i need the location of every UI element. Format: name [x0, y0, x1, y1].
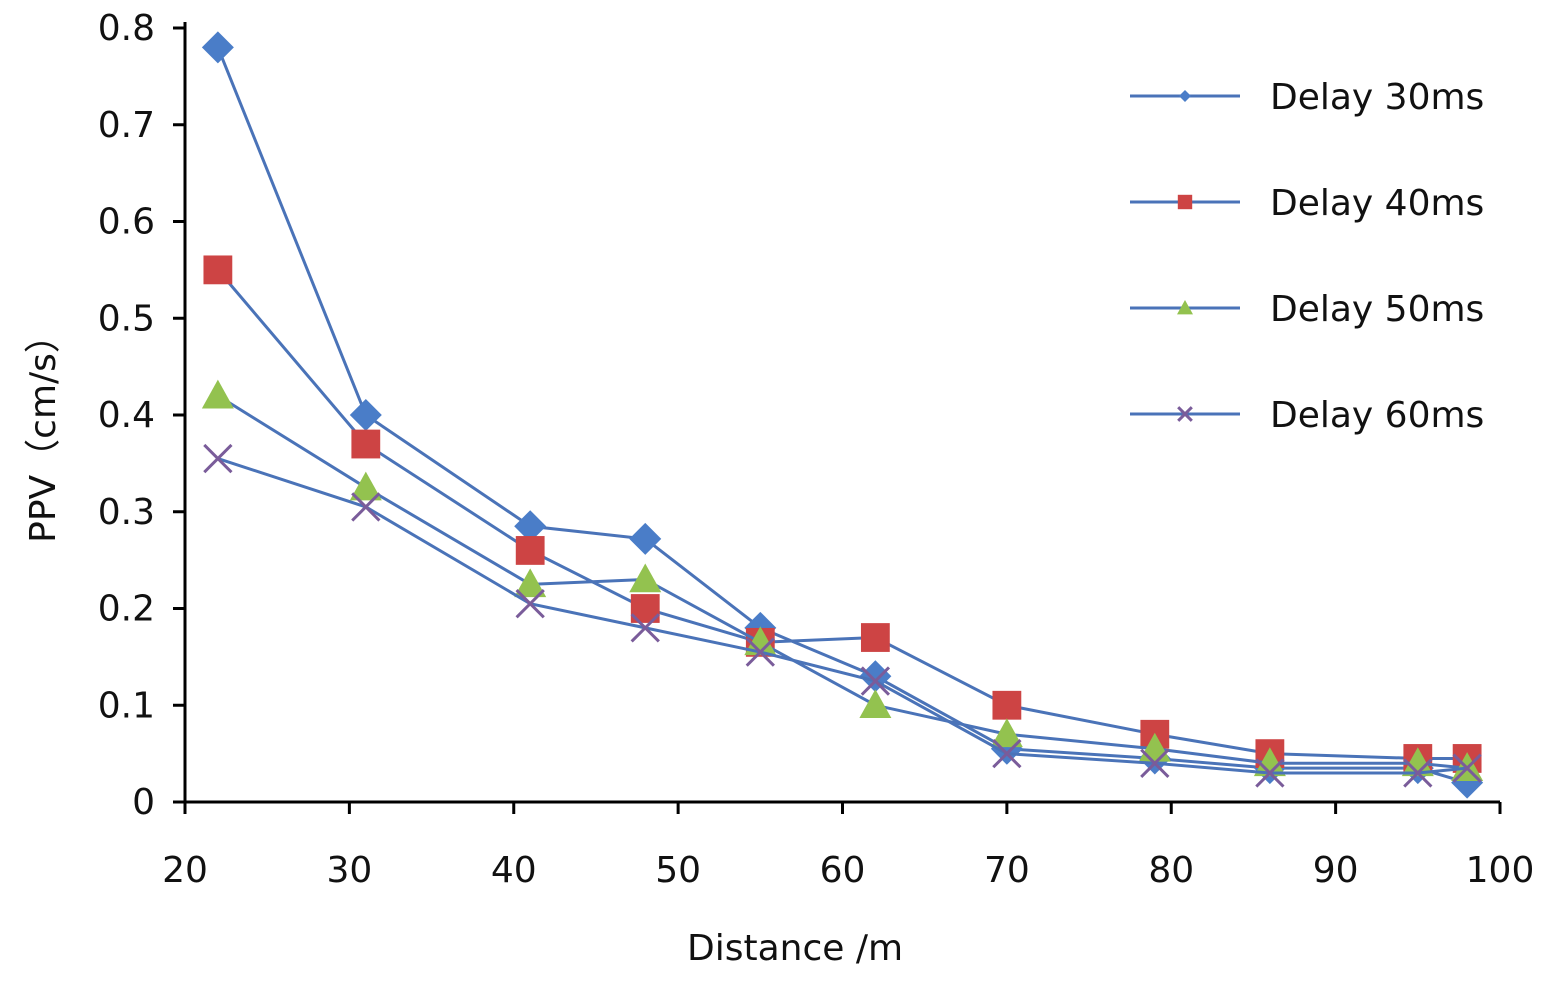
x-tick-label: 30 — [326, 850, 372, 891]
triangle-marker — [1177, 300, 1193, 315]
y-tick-label: 0.7 — [98, 105, 155, 146]
x-marker-stroke — [1452, 753, 1482, 783]
x-marker — [1140, 748, 1170, 778]
x-marker — [745, 637, 775, 667]
x-marker — [630, 613, 660, 643]
legend-item: Delay 60ms — [1130, 395, 1484, 436]
series-line — [217, 457, 1468, 775]
y-tick-label: 0.3 — [98, 492, 155, 533]
x-marker — [203, 443, 233, 474]
legend-label: Delay 60ms — [1270, 395, 1484, 436]
triangle-marker — [744, 626, 777, 656]
square-marker — [860, 623, 890, 652]
x-marker-stroke — [1403, 758, 1433, 788]
x-marker-stroke — [860, 666, 891, 696]
y-axis-title: PPV（cm/s） — [23, 317, 64, 543]
x-marker — [351, 492, 381, 522]
series-line — [217, 394, 1468, 770]
y-tick-label: 0.5 — [98, 298, 155, 339]
x-marker-stroke — [1140, 748, 1170, 778]
series-group — [201, 31, 1484, 799]
x-marker — [1452, 753, 1482, 783]
triangle-marker — [990, 718, 1023, 748]
x-marker-stroke — [1177, 406, 1193, 422]
triangle-marker — [859, 689, 892, 719]
y-tick-label: 0.8 — [98, 8, 155, 49]
y-tick-label: 0 — [132, 782, 155, 823]
x-marker-stroke — [203, 443, 233, 474]
square-marker — [515, 536, 545, 565]
x-marker-stroke — [745, 637, 775, 667]
x-tick-label: 60 — [820, 850, 866, 891]
legend-item: Delay 30ms — [1130, 77, 1484, 118]
triangle-marker — [349, 471, 382, 501]
x-marker-stroke — [515, 589, 545, 619]
x-marker-stroke — [351, 492, 381, 522]
square-marker — [1177, 194, 1193, 210]
series-line — [216, 268, 1468, 760]
legend-label: Delay 40ms — [1270, 183, 1484, 224]
x-marker-stroke — [992, 738, 1022, 769]
series-delay-60ms — [203, 443, 1482, 788]
x-tick-label: 40 — [491, 850, 537, 891]
x-marker — [1177, 406, 1193, 422]
x-marker — [1403, 758, 1433, 788]
x-marker — [860, 666, 891, 696]
square-marker — [992, 690, 1022, 720]
x-tick-label: 50 — [655, 850, 701, 891]
diamond-marker — [349, 399, 382, 431]
x-marker — [1255, 758, 1285, 788]
triangle-marker — [1401, 747, 1434, 777]
legend-item: Delay 50ms — [1130, 289, 1484, 330]
triangle-marker — [629, 563, 662, 593]
diamond-marker — [514, 510, 547, 543]
y-tick-label: 0.1 — [98, 685, 155, 726]
x-tick-label: 80 — [1148, 850, 1194, 891]
diamond-marker — [1179, 90, 1191, 102]
y-tick-label: 0.6 — [98, 202, 155, 243]
y-tick-label: 0.4 — [98, 395, 155, 436]
triangle-marker — [201, 379, 234, 409]
series-delay-40ms — [203, 255, 1482, 773]
series-delay-50ms — [201, 379, 1484, 781]
x-axis-title: Distance /m — [687, 928, 903, 969]
square-marker — [203, 255, 233, 285]
x-tick-label: 70 — [984, 850, 1030, 891]
square-marker — [351, 429, 381, 459]
x-marker — [515, 589, 545, 619]
x-marker — [992, 738, 1022, 769]
axes: 0 0.1 0.2 0.3 0.4 0.5 0.6 0.7 0.8 20 30 40 50 60 70 80 9… — [98, 8, 1535, 891]
legend-label: Delay 50ms — [1270, 289, 1484, 330]
x-tick-label: 90 — [1313, 850, 1359, 891]
legend-item: Delay 40ms — [1130, 183, 1484, 224]
x-tick-label: 20 — [162, 850, 208, 891]
diamond-marker — [201, 31, 234, 64]
triangle-marker — [1253, 747, 1286, 777]
diamond-marker — [629, 522, 662, 555]
triangle-marker — [514, 568, 547, 598]
legend-label: Delay 30ms — [1270, 77, 1484, 118]
y-tick-label: 0.2 — [98, 589, 155, 630]
x-tick-label: 100 — [1466, 850, 1535, 891]
x-marker-stroke — [1255, 758, 1285, 788]
legend: Delay 30ms Delay 40ms Delay 50ms Delay 60ms — [1130, 77, 1484, 436]
x-marker-stroke — [630, 613, 660, 643]
